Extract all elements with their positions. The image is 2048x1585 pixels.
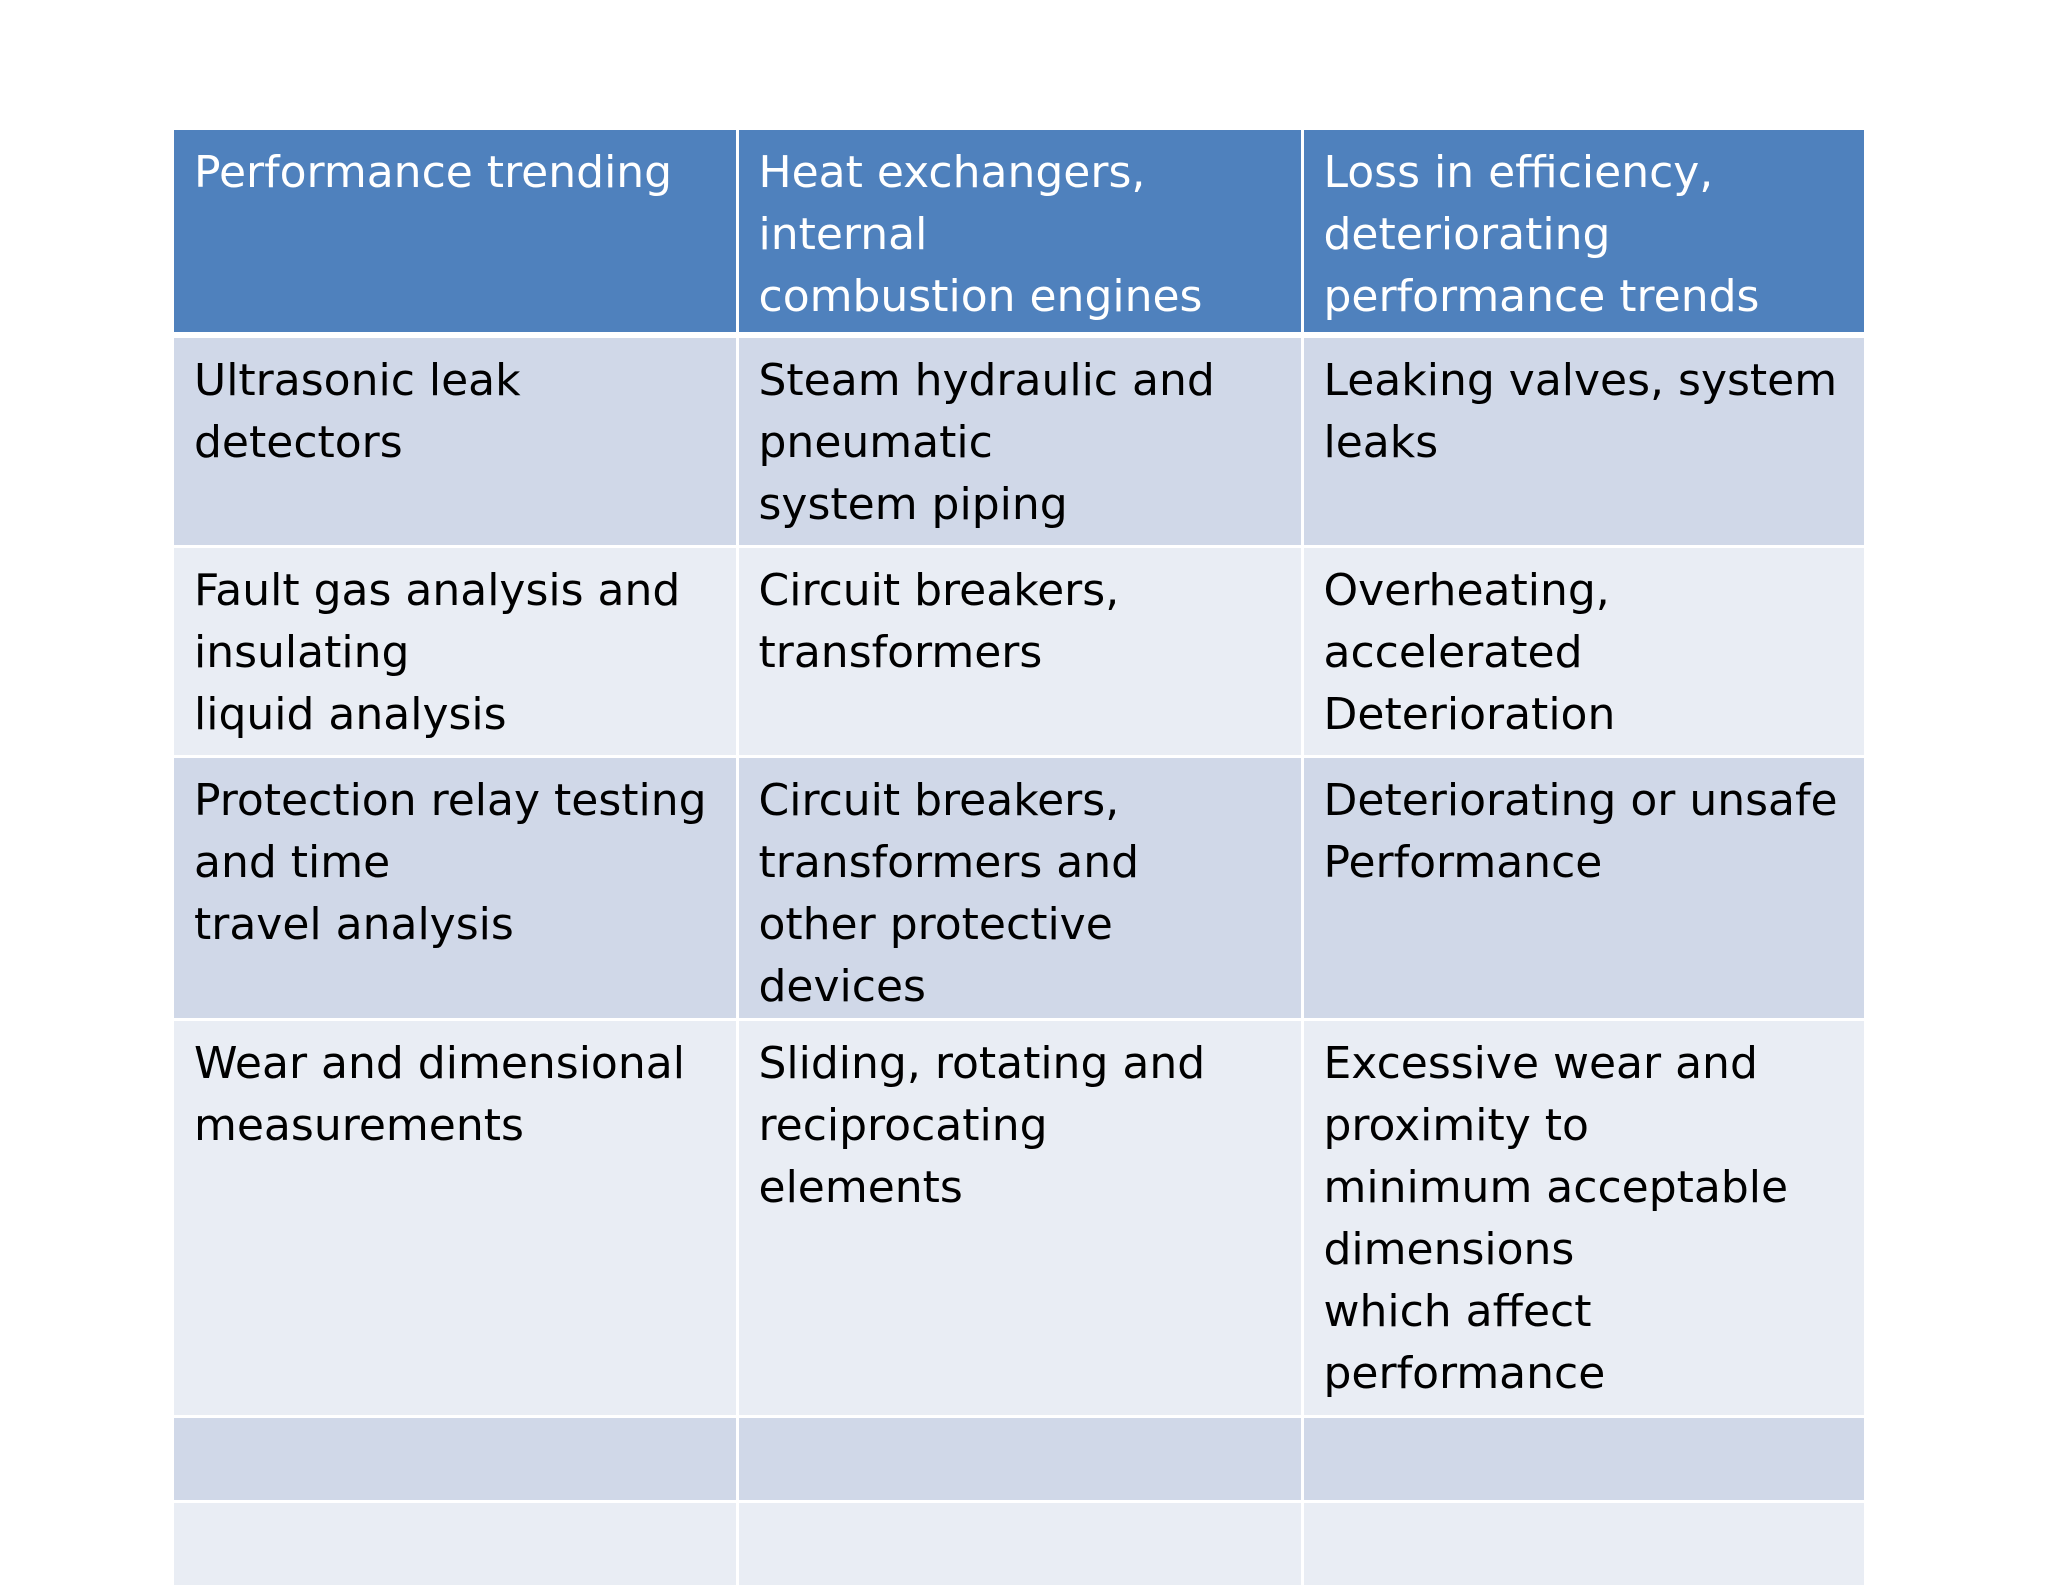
table-cell: Ultrasonic leak detectors bbox=[174, 335, 737, 547]
table-cell: Circuit breakers, transformers and other… bbox=[737, 757, 1302, 1020]
table-cell: Overheating, accelerated Deterioration bbox=[1302, 547, 1864, 757]
table-row-empty bbox=[174, 1417, 1864, 1502]
table-cell: Deteriorating or unsafe Performance bbox=[1302, 757, 1864, 1020]
table-cell: Excessive wear and proximity to minimum … bbox=[1302, 1020, 1864, 1417]
table-cell bbox=[174, 1502, 737, 1585]
table-cell bbox=[737, 1502, 1302, 1585]
table-cell: Leaking valves, system leaks bbox=[1302, 335, 1864, 547]
header-cell: Performance trending bbox=[174, 130, 737, 335]
table-header-row: Performance trending Heat exchangers, in… bbox=[174, 130, 1864, 335]
table-cell bbox=[1302, 1502, 1864, 1585]
data-table: Performance trending Heat exchangers, in… bbox=[174, 130, 1864, 1585]
table-cell: Sliding, rotating and reciprocating elem… bbox=[737, 1020, 1302, 1417]
table-cell bbox=[737, 1417, 1302, 1502]
table-cell bbox=[174, 1417, 737, 1502]
table-cell: Protection relay testing and time travel… bbox=[174, 757, 737, 1020]
header-cell: Heat exchangers, internal combustion eng… bbox=[737, 130, 1302, 335]
header-cell: Loss in efficiency, deteriorating perfor… bbox=[1302, 130, 1864, 335]
table-cell: Wear and dimensional measurements bbox=[174, 1020, 737, 1417]
table-row: Protection relay testing and time travel… bbox=[174, 757, 1864, 1020]
table-cell: Steam hydraulic and pneumatic system pip… bbox=[737, 335, 1302, 547]
table-cell bbox=[1302, 1417, 1864, 1502]
table-row-empty bbox=[174, 1502, 1864, 1585]
table-cell: Fault gas analysis and insulating liquid… bbox=[174, 547, 737, 757]
table-row: Fault gas analysis and insulating liquid… bbox=[174, 547, 1864, 757]
slide: Performance trending Heat exchangers, in… bbox=[0, 0, 2048, 1536]
table-row: Ultrasonic leak detectors Steam hydrauli… bbox=[174, 335, 1864, 547]
table-row: Wear and dimensional measurements Slidin… bbox=[174, 1020, 1864, 1417]
table-cell: Circuit breakers, transformers bbox=[737, 547, 1302, 757]
